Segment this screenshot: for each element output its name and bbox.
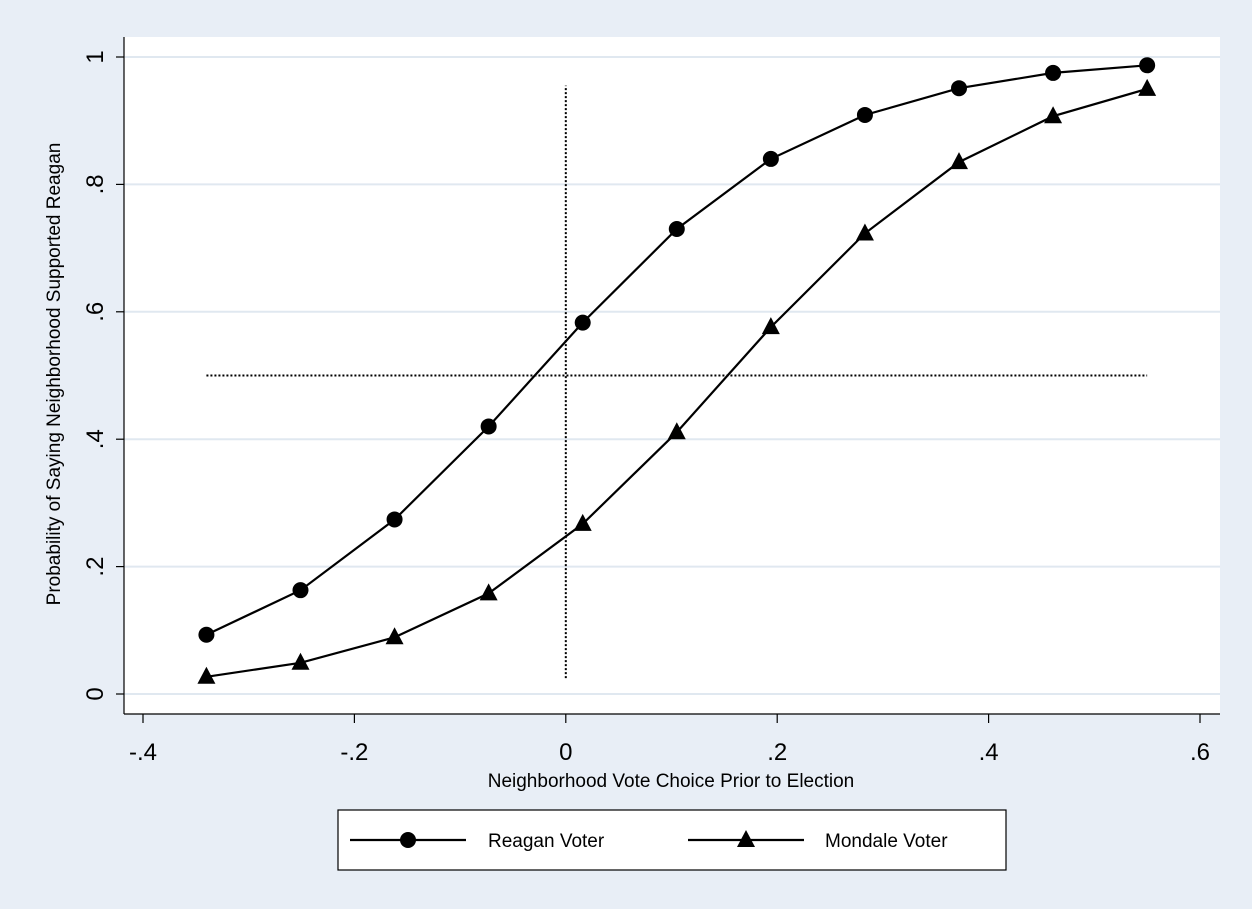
x-tick-label-2: 0 <box>559 739 572 766</box>
x-tick-label-0: -.4 <box>129 739 157 766</box>
y-tick-label-4: .8 <box>82 174 109 194</box>
point-reagan-voter-8 <box>951 80 968 97</box>
y-tick-label-0: 0 <box>82 687 109 700</box>
point-reagan-voter-3 <box>480 418 497 435</box>
legend-mondale-label: Mondale Voter <box>825 831 948 852</box>
point-mondale-voter-8 <box>950 152 969 170</box>
point-mondale-voter-6 <box>761 317 780 335</box>
y-tick-label-3: .6 <box>82 302 109 322</box>
point-reagan-voter-7 <box>856 106 873 123</box>
series-mondale-voter <box>197 78 1157 684</box>
point-reagan-voter-6 <box>762 150 779 167</box>
x-tick-label-5: .6 <box>1190 739 1210 766</box>
gridlines <box>124 56 1220 695</box>
point-mondale-voter-7 <box>855 223 874 241</box>
series-reagan-voter <box>198 57 1156 643</box>
point-mondale-voter-1 <box>291 652 310 670</box>
y-tick-label-2: .4 <box>82 429 109 449</box>
x-axis-title: Neighborhood Vote Choice Prior to Electi… <box>488 771 855 792</box>
point-mondale-voter-3 <box>479 583 498 601</box>
axes: 0 .2 .4 .6 .8 1 -.4 -.2 0 .2 .4 .6 <box>82 37 1220 766</box>
legend: Reagan Voter Mondale Voter <box>337 809 1007 871</box>
legend-reagan-marker <box>400 832 416 848</box>
x-tick-label-4: .4 <box>979 739 999 766</box>
point-reagan-voter-5 <box>668 220 685 237</box>
legend-reagan-label: Reagan Voter <box>488 831 605 852</box>
series-group <box>197 57 1157 684</box>
x-tick-label-1: -.2 <box>340 739 368 766</box>
point-reagan-voter-4 <box>574 314 591 331</box>
y-tick-label-1: .2 <box>82 557 109 577</box>
legend-mondale-marker <box>737 830 755 847</box>
reference-lines <box>206 85 1148 679</box>
y-axis-title: Probability of Saying Neighborhood Suppo… <box>44 143 65 606</box>
point-mondale-voter-4 <box>573 513 592 531</box>
point-reagan-voter-1 <box>292 582 309 599</box>
point-reagan-voter-10 <box>1139 57 1156 74</box>
point-reagan-voter-0 <box>198 626 215 643</box>
point-reagan-voter-2 <box>386 511 403 528</box>
x-tick-label-3: .2 <box>767 739 787 766</box>
point-mondale-voter-2 <box>385 627 404 645</box>
point-reagan-voter-9 <box>1045 64 1062 81</box>
point-mondale-voter-0 <box>197 666 216 684</box>
point-mondale-voter-9 <box>1044 106 1063 124</box>
y-tick-label-5: 1 <box>82 50 109 63</box>
point-mondale-voter-10 <box>1138 78 1157 96</box>
point-mondale-voter-5 <box>667 422 686 440</box>
